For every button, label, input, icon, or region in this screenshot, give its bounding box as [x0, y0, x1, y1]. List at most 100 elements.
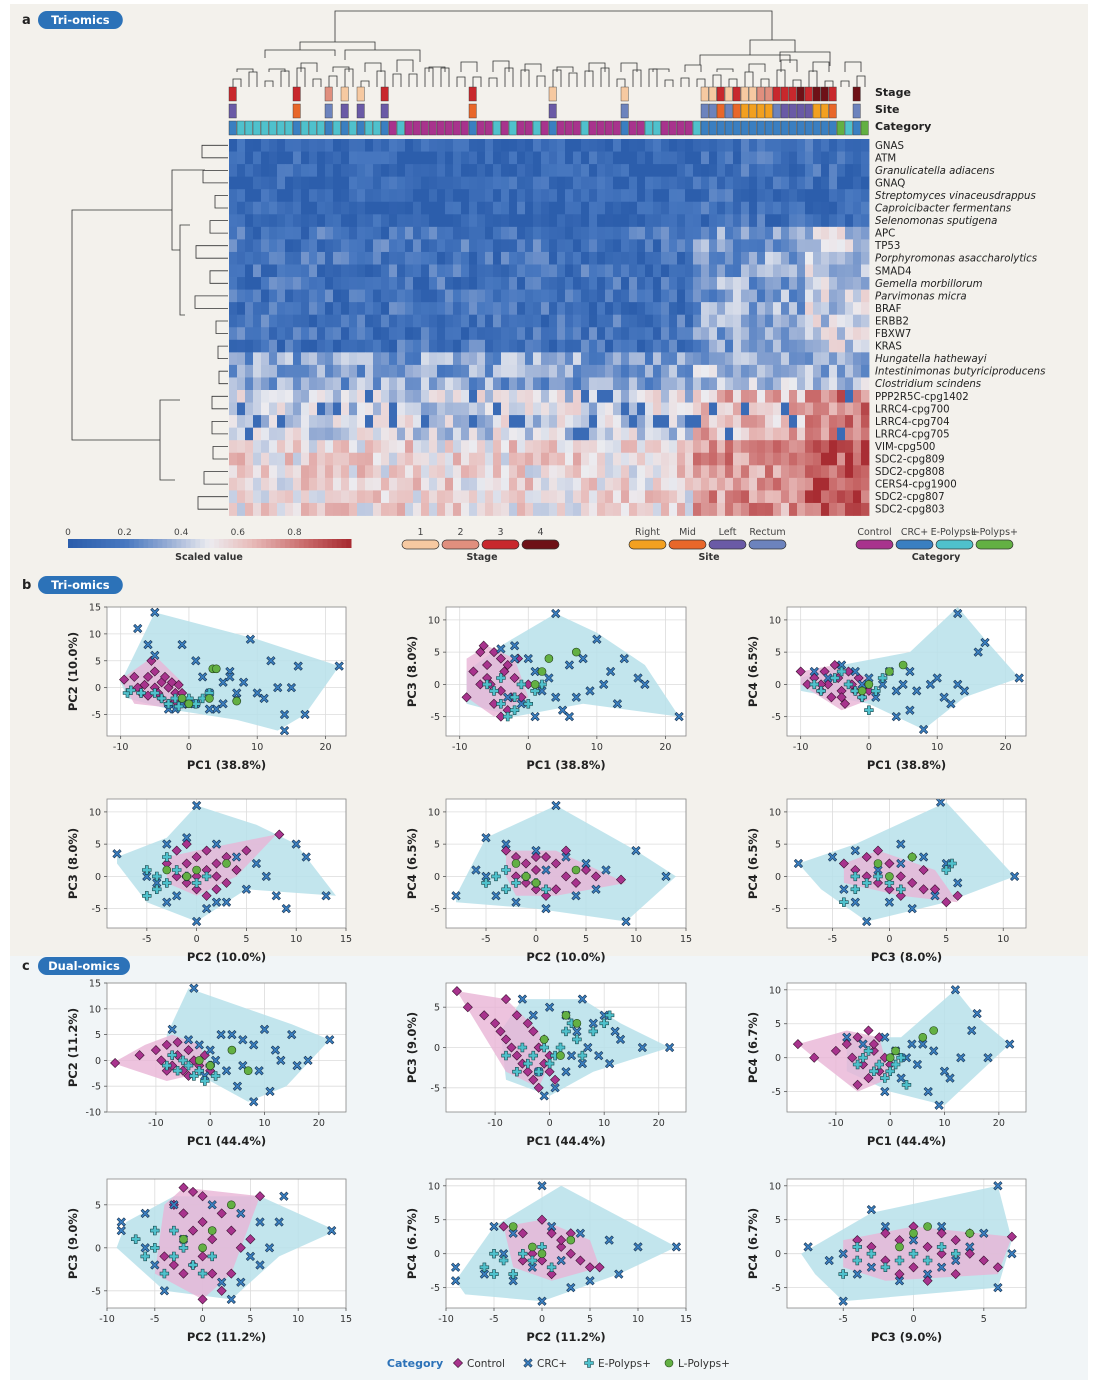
heatmap-cell	[509, 251, 518, 265]
heatmap-cell	[813, 377, 822, 391]
crc-point	[183, 1035, 194, 1045]
lpolyps-point	[195, 1056, 204, 1065]
heatmap-cell	[421, 377, 430, 391]
crc-point	[918, 852, 929, 862]
crc-point	[850, 897, 860, 907]
site-annotation-cell	[812, 103, 821, 119]
colorbar-segment	[266, 539, 272, 548]
heatmap-cell	[245, 339, 254, 353]
heatmap-cell	[797, 490, 806, 504]
heatmap-cell	[789, 239, 798, 253]
category-annotation-cell	[452, 120, 461, 136]
heatmap-cell	[629, 415, 638, 429]
epolyps-point	[922, 1255, 933, 1266]
control-point	[1006, 1231, 1017, 1242]
legend-title: Site	[698, 552, 719, 563]
crc-point	[169, 1200, 179, 1210]
heatmap-cell	[653, 226, 662, 240]
heatmap-cell	[605, 289, 614, 303]
heatmap-cell	[365, 251, 374, 265]
heatmap-cell	[709, 201, 718, 215]
heatmap-cell	[429, 327, 438, 341]
heatmap-cell	[453, 465, 462, 479]
colorbar-segment	[289, 539, 295, 548]
heatmap-cell	[445, 251, 454, 265]
heatmap-cell	[365, 339, 374, 353]
heatmap-cell	[445, 352, 454, 366]
heatmap-cell	[317, 164, 326, 178]
heatmap-cell	[709, 452, 718, 466]
heatmap-cell	[413, 164, 422, 178]
x-tick-label: -5	[489, 1314, 498, 1325]
heatmap-cell	[525, 502, 534, 516]
heatmap-cell	[733, 277, 742, 290]
y-tick-label: 15	[89, 979, 101, 990]
epolyps-point	[871, 686, 881, 696]
heatmap-cell	[509, 176, 518, 190]
heatmap-cell	[765, 151, 774, 165]
heatmap-cell	[341, 364, 350, 378]
epolyps-point	[874, 1059, 884, 1070]
heatmap-cell	[501, 164, 510, 178]
heatmap-cell	[573, 164, 582, 178]
x-tick-label: 10	[258, 1118, 270, 1129]
heatmap-cell	[437, 415, 446, 429]
heatmap-cell	[829, 314, 838, 328]
heatmap-cell	[341, 440, 350, 454]
heatmap-cell	[613, 352, 622, 366]
control-point	[221, 877, 232, 888]
heatmap-cell	[629, 151, 638, 165]
heatmap-cell	[237, 289, 246, 303]
heatmap-cell	[661, 314, 670, 328]
heatmap-cell	[837, 226, 846, 240]
crc-point	[925, 679, 936, 690]
epolyps-point	[850, 884, 860, 894]
heatmap-cell	[861, 339, 870, 353]
heatmap-cell	[573, 440, 582, 454]
control-point	[178, 1208, 189, 1219]
heatmap-cell	[421, 226, 430, 240]
plot-content	[450, 1181, 682, 1306]
heatmap-cell	[725, 352, 734, 366]
heatmap-cell	[685, 415, 694, 429]
heatmap-cell	[685, 364, 694, 378]
crc-point	[1014, 673, 1024, 683]
y-tick-label: -5	[772, 1283, 781, 1294]
heatmap-row-label: ERBB2	[875, 317, 909, 328]
heatmap-cell	[693, 352, 702, 366]
heatmap-cell	[285, 352, 294, 366]
heatmap-cell	[757, 201, 766, 215]
heatmap-cell	[389, 251, 398, 265]
crc-point	[218, 677, 228, 687]
y-axis-label: PC4 (6.5%)	[405, 828, 419, 899]
heatmap-cell	[821, 164, 830, 178]
heatmap-cell	[861, 214, 870, 228]
heatmap-cell	[733, 339, 742, 353]
heatmap-cell	[797, 477, 806, 491]
crc-point	[880, 1086, 890, 1097]
heatmap-cell	[245, 427, 254, 441]
control-point	[594, 1262, 605, 1273]
heatmap-cell	[541, 176, 550, 190]
crc-point	[528, 1010, 538, 1020]
heatmap-cell	[413, 390, 422, 403]
heatmap-cell	[477, 339, 486, 353]
heatmap-cell	[661, 477, 670, 491]
heatmap-cell	[269, 477, 278, 491]
crc-point	[838, 1296, 848, 1306]
heatmap-cell	[493, 226, 502, 240]
colorbar-segment	[190, 539, 196, 548]
x-tick-label: 10	[938, 1118, 950, 1129]
heatmap-cell	[413, 427, 422, 441]
heatmap-cell	[309, 264, 318, 278]
category-annotation-cell	[372, 120, 381, 136]
heatmap-cell	[781, 339, 790, 353]
heatmap-cell	[525, 452, 534, 466]
heatmap-cell	[245, 477, 254, 491]
heatmap-cell	[597, 214, 606, 228]
heatmap-cell	[549, 377, 558, 391]
heatmap-cell	[757, 277, 766, 290]
heatmap-cell	[629, 239, 638, 253]
heatmap-cell	[269, 339, 278, 353]
heatmap-cell	[621, 264, 630, 278]
